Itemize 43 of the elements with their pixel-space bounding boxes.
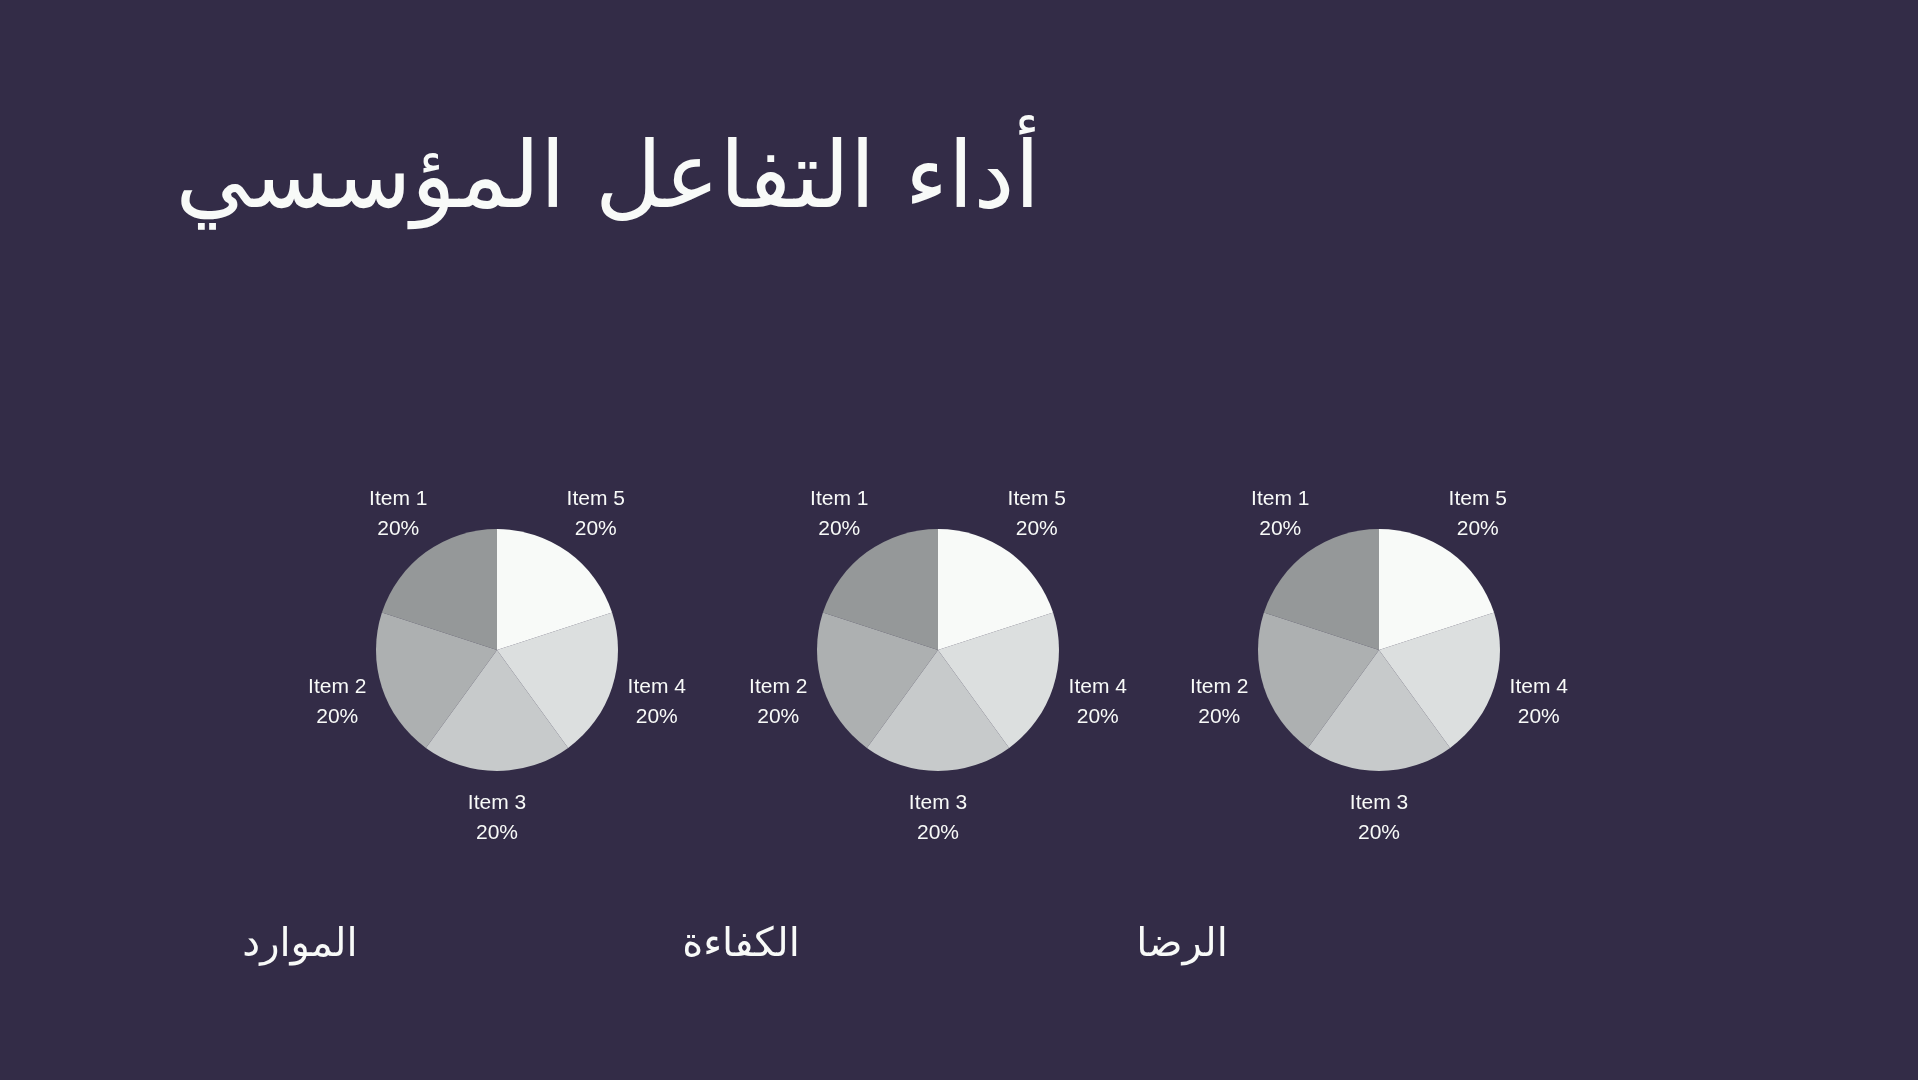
slice-label: Item 2 bbox=[1190, 673, 1249, 697]
text: الكفاءة bbox=[682, 919, 800, 965]
slice-label: Item 5 bbox=[1448, 486, 1507, 510]
data-label: 20% bbox=[1456, 516, 1499, 540]
slice-label: Item 3 bbox=[908, 790, 968, 813]
pie-slice bbox=[425, 650, 569, 771]
pie-slice bbox=[938, 612, 1059, 748]
slice-label: Item 3 bbox=[1349, 790, 1409, 813]
data-label: 20% bbox=[757, 703, 800, 727]
data-label: 20% bbox=[1076, 703, 1119, 727]
data-label: 20% bbox=[377, 516, 420, 540]
pie-slice bbox=[1307, 650, 1451, 771]
data-label: 20% bbox=[1357, 820, 1401, 843]
slice-label: Item 5 bbox=[566, 486, 625, 510]
pie-slice bbox=[376, 612, 497, 748]
slice-label: Item 4 bbox=[627, 673, 687, 697]
slice-label: Item 1 bbox=[810, 486, 869, 510]
slice-label: Item 1 bbox=[369, 486, 428, 510]
slice-label: Item 4 bbox=[1509, 673, 1569, 697]
text: الموارد bbox=[242, 919, 358, 966]
data-label: 20% bbox=[574, 516, 617, 540]
data-label: 20% bbox=[1517, 703, 1560, 727]
slice-label: Item 3 bbox=[467, 790, 527, 813]
slice-label: Item 4 bbox=[1068, 673, 1128, 697]
data-label: 20% bbox=[1259, 516, 1302, 540]
data-label: 20% bbox=[916, 820, 960, 843]
slice-label: Item 1 bbox=[1251, 486, 1310, 510]
text: أداء التفاعل المؤسسي bbox=[175, 115, 1040, 230]
pie-slice bbox=[817, 612, 938, 748]
data-label: 20% bbox=[1198, 703, 1241, 727]
pie-slice bbox=[866, 650, 1010, 771]
data-label: 20% bbox=[475, 820, 519, 843]
data-label: 20% bbox=[818, 516, 861, 540]
pie-slice bbox=[1379, 612, 1500, 748]
data-label: 20% bbox=[635, 703, 678, 727]
slice-label: Item 5 bbox=[1007, 486, 1066, 510]
data-label: 20% bbox=[1015, 516, 1058, 540]
pie-slice bbox=[497, 612, 618, 748]
text: الرضا bbox=[1136, 919, 1228, 966]
data-label: 20% bbox=[316, 703, 359, 727]
slice-label: Item 2 bbox=[308, 673, 367, 697]
pie-slice bbox=[1258, 612, 1379, 748]
slice-label: Item 2 bbox=[749, 673, 808, 697]
